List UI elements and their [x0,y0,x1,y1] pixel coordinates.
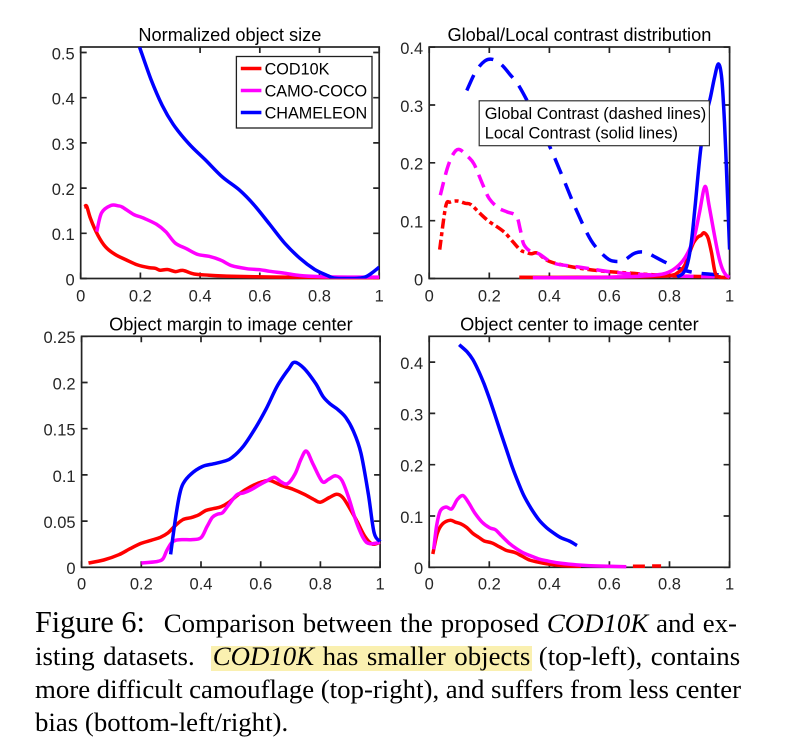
svg-text:0: 0 [425,287,434,305]
svg-text:0.15: 0.15 [43,422,75,440]
svg-text:0.3: 0.3 [400,98,423,116]
svg-text:0.4: 0.4 [538,287,561,305]
svg-text:0.1: 0.1 [400,509,423,527]
svg-text:Local Contrast (solid lines): Local Contrast (solid lines) [485,125,678,143]
svg-text:0.2: 0.2 [478,287,501,305]
svg-text:Object center to image center: Object center to image center [460,314,699,334]
svg-text:0: 0 [66,271,75,289]
svg-text:0.4: 0.4 [190,576,213,594]
svg-text:0.8: 0.8 [308,287,331,305]
svg-text:0.5: 0.5 [52,45,75,63]
svg-text:1: 1 [725,576,734,594]
svg-text:0: 0 [425,576,434,594]
svg-text:1: 1 [725,287,734,305]
svg-text:0.2: 0.2 [478,576,501,594]
svg-text:0.8: 0.8 [658,287,681,305]
svg-text:0.4: 0.4 [400,355,423,373]
svg-text:0.4: 0.4 [189,287,212,305]
svg-text:0.8: 0.8 [658,576,681,594]
svg-text:0.2: 0.2 [400,458,423,476]
svg-text:0.6: 0.6 [249,576,272,594]
svg-text:Global/Local contrast distribu: Global/Local contrast distribution [447,25,711,45]
svg-text:0.6: 0.6 [598,287,621,305]
svg-text:0.3: 0.3 [52,136,75,154]
svg-text:0.25: 0.25 [43,329,75,347]
svg-text:Global Contrast (dashed lines): Global Contrast (dashed lines) [485,105,706,123]
svg-text:0: 0 [414,271,423,289]
svg-text:0.1: 0.1 [53,468,76,486]
svg-text:0.1: 0.1 [52,226,75,244]
svg-text:0.2: 0.2 [53,375,76,393]
svg-text:0.8: 0.8 [309,576,332,594]
svg-text:1: 1 [376,576,385,594]
svg-text:0: 0 [66,560,75,578]
svg-text:0.6: 0.6 [248,287,271,305]
svg-text:0.1: 0.1 [400,214,423,232]
svg-text:0: 0 [77,576,86,594]
svg-text:0: 0 [76,287,85,305]
svg-text:0.3: 0.3 [400,406,423,424]
svg-text:0.4: 0.4 [400,40,423,58]
svg-text:1: 1 [375,287,384,305]
svg-text:0.4: 0.4 [538,576,561,594]
svg-text:0.2: 0.2 [52,181,75,199]
svg-text:Normalized object size: Normalized object size [138,25,321,45]
svg-text:CAMO-COCO: CAMO-COCO [265,82,368,100]
svg-text:0.2: 0.2 [400,156,423,174]
svg-text:0.4: 0.4 [52,91,75,109]
svg-text:0.05: 0.05 [43,514,75,532]
svg-text:0.6: 0.6 [598,576,621,594]
svg-text:0.2: 0.2 [129,287,152,305]
svg-text:0.2: 0.2 [130,576,153,594]
svg-text:Object margin to image center: Object margin to image center [109,314,353,334]
svg-text:0: 0 [414,560,423,578]
svg-text:COD10K: COD10K [265,60,330,78]
svg-text:CHAMELEON: CHAMELEON [265,104,368,122]
